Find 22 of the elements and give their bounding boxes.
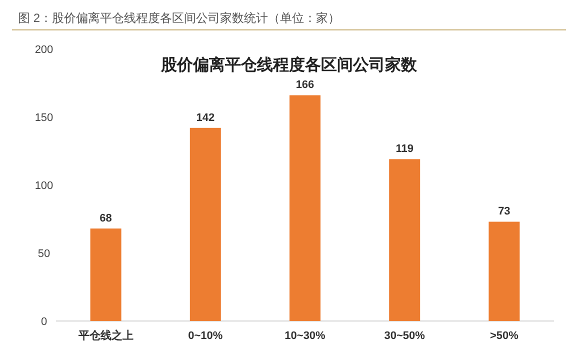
y-tick-label: 200	[34, 44, 54, 56]
data-label: 68	[100, 212, 112, 225]
x-tick-label: 30~50%	[384, 330, 426, 342]
bar	[90, 228, 122, 321]
bar	[488, 222, 520, 321]
data-label: 142	[196, 112, 215, 124]
y-tick-label: 0	[40, 316, 48, 328]
y-tick-label: 100	[34, 180, 54, 192]
y-tick-label: 150	[34, 112, 54, 124]
chart-title: 图 2：股价偏离平仓线程度各区间公司家数统计（单位：家）	[18, 11, 340, 25]
bar	[389, 159, 420, 321]
bar	[190, 128, 221, 321]
data-label: 119	[396, 143, 414, 156]
x-tick-label: >50%	[490, 330, 519, 342]
x-tick-label: 0~10%	[188, 330, 223, 342]
data-label: 166	[296, 79, 314, 92]
data-label: 73	[498, 206, 510, 218]
chart-subtitle: 股价偏离平仓线程度各区间公司家数	[160, 55, 418, 74]
bar	[290, 95, 320, 321]
y-tick-label: 50	[38, 248, 50, 260]
x-tick-label: 平仓线之上	[77, 329, 134, 342]
x-tick-label: 10~30%	[284, 330, 326, 342]
